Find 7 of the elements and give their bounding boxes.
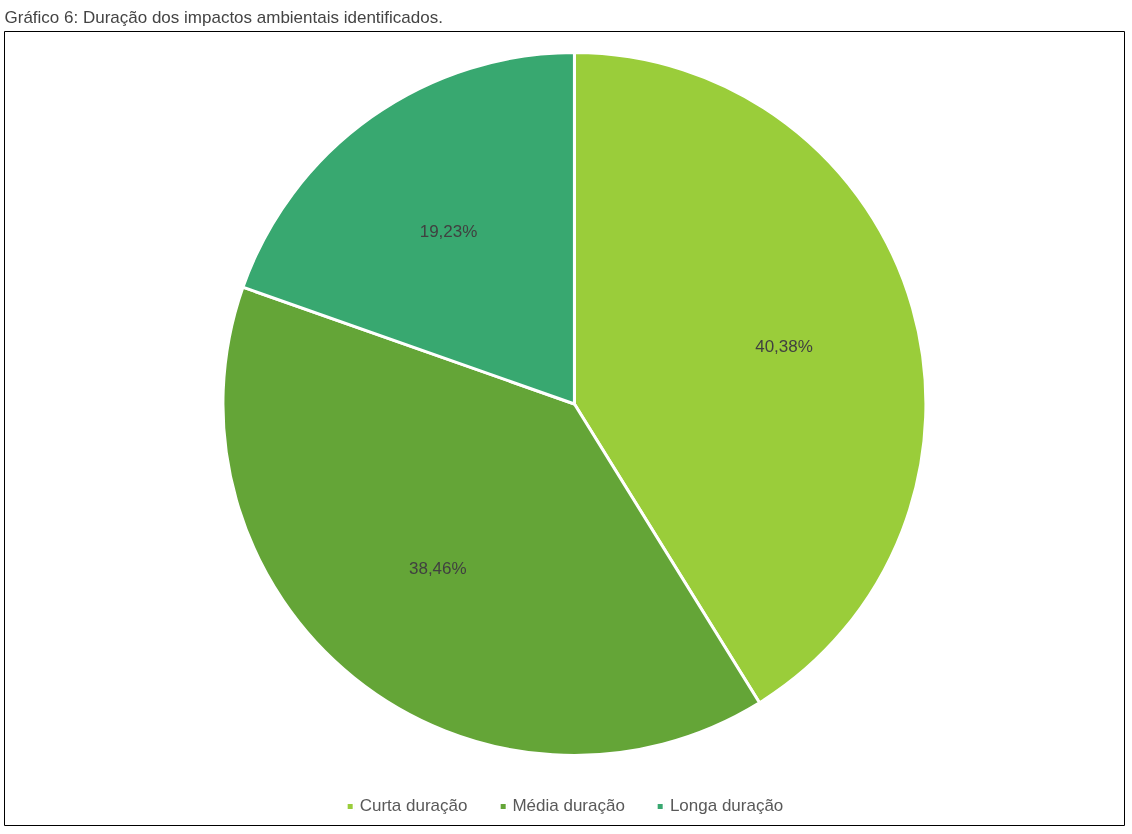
data-label: 19,23% [419,222,478,242]
data-label: 40,38% [755,336,813,356]
chart-title: Gráfico 6: Duração dos impactos ambientais identificados. [4,7,443,27]
legend-label: Curta duração [359,796,468,816]
data-label: 38,46% [408,559,467,579]
legend-label: Longa duração [669,796,784,816]
legend-label: Média duração [512,796,625,816]
